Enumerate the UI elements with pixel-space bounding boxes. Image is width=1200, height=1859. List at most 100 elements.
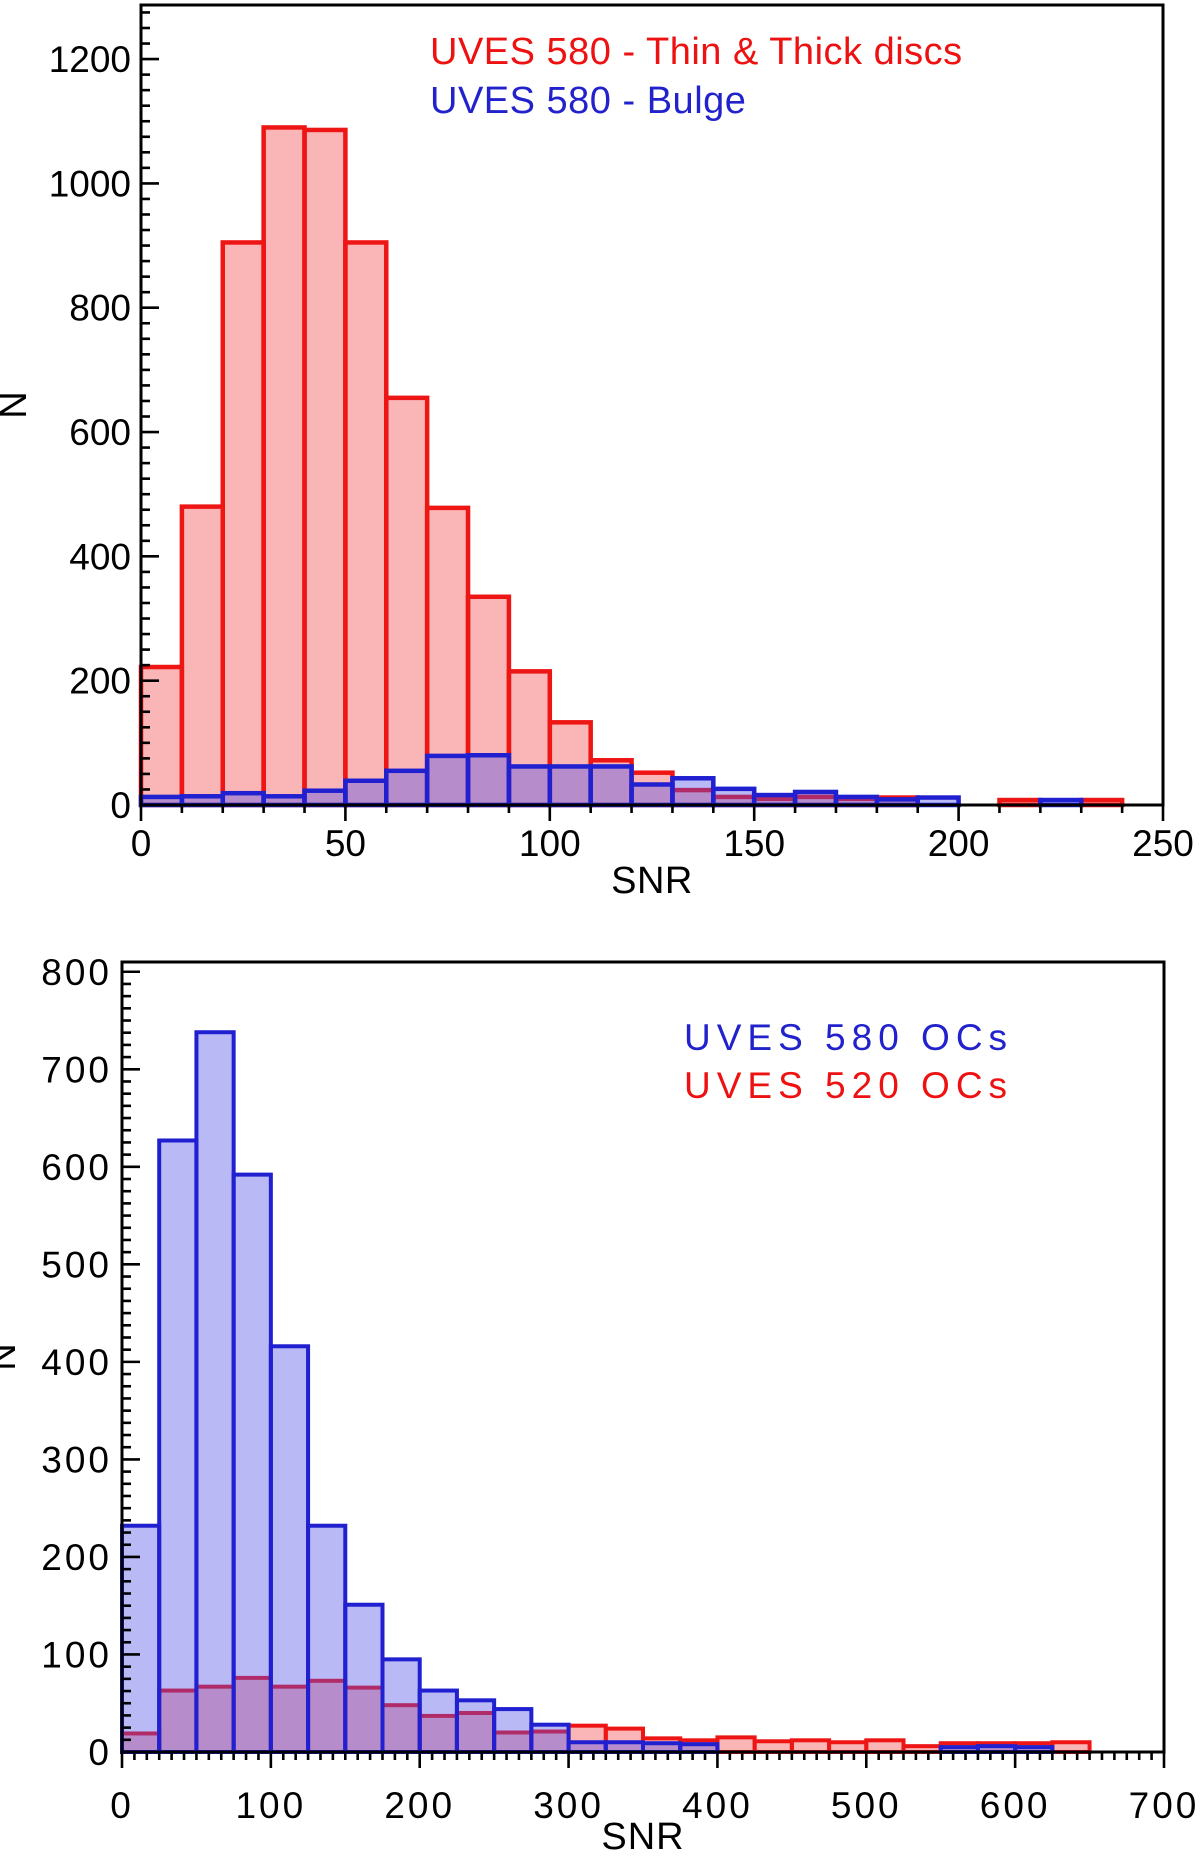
histogram-bin (456, 1700, 495, 1752)
histogram-bin (829, 1742, 867, 1752)
x-tick-label: 0 (131, 823, 152, 864)
histogram-bin (345, 242, 387, 806)
y-tick-label: 800 (69, 288, 131, 329)
x-tick-label: 400 (682, 1785, 753, 1826)
histogram-bin (568, 1742, 606, 1752)
histogram-bin (122, 1733, 160, 1752)
histogram-bin (1052, 1742, 1090, 1752)
histogram-bin (468, 596, 509, 805)
histogram-bin (122, 1525, 160, 1752)
histogram-bin (754, 1741, 792, 1752)
histogram-bin (263, 127, 305, 805)
x-tick-label: 250 (1132, 823, 1194, 864)
histogram-bin (508, 766, 550, 805)
legend-entry: UVES 580 OCs (684, 1017, 1013, 1058)
histogram-bin (866, 1740, 904, 1752)
histogram-bin (181, 796, 223, 805)
histogram-bin (270, 1346, 309, 1752)
histogram-bin (795, 796, 836, 805)
histogram-bin (903, 1746, 941, 1752)
histogram-bin (386, 770, 428, 805)
y-tick-label: 400 (41, 1342, 112, 1383)
histogram-bin (1081, 800, 1123, 805)
histogram-bin (531, 1731, 569, 1752)
series-red-bars (138, 125, 1125, 808)
histogram-bin (263, 796, 305, 805)
histogram-bin (1040, 800, 1082, 805)
x-axis-title: SNR (611, 860, 693, 902)
y-tick-label: 200 (69, 661, 131, 702)
histogram-bin (345, 780, 387, 805)
y-tick-label: 400 (69, 536, 131, 577)
histogram-bin (141, 667, 182, 805)
histogram-bin (643, 1743, 681, 1752)
y-tick-label: 0 (110, 785, 131, 826)
histogram-bin (304, 790, 346, 805)
histogram-bin (233, 1677, 271, 1752)
histogram-bin (672, 790, 714, 805)
legend-entry: UVES 520 OCs (684, 1065, 1013, 1106)
histogram-bin (631, 772, 673, 805)
histogram-bin (605, 1742, 643, 1752)
histogram-bin (835, 796, 877, 805)
x-tick-label: 100 (235, 1785, 306, 1826)
y-tick-label: 300 (41, 1439, 112, 1480)
histogram-bin (456, 1712, 495, 1752)
axes-frame (139, 3, 1165, 807)
y-tick-label: 600 (41, 1147, 112, 1188)
y-tick-label: 800 (41, 952, 112, 993)
histogram-bin (508, 671, 550, 805)
histogram-bin (222, 793, 264, 805)
histogram-bin (876, 799, 918, 805)
top-legend: UVES 580 - Thin & Thick discs UVES 580 - … (430, 31, 963, 122)
y-axis-ticks (122, 970, 140, 1754)
x-tick-label: 100 (519, 823, 581, 864)
bottom-histogram-panel: 0 100 200 300 400 500 600 700 0 100 200 300 400 500 60… (0, 952, 1200, 1858)
top-histogram-panel: 0 50 100 150 200 250 0 200 400 600 800 1000 1200 SNR N… (0, 3, 1194, 902)
histogram-bin (680, 1744, 718, 1752)
x-tick-label: 600 (980, 1785, 1051, 1826)
x-tick-label: 200 (384, 1785, 455, 1826)
histogram-bin (549, 722, 591, 805)
y-tick-label: 700 (41, 1049, 112, 1090)
histogram-bin (672, 778, 714, 805)
histogram-bin (754, 798, 796, 805)
histogram-bin (1015, 1747, 1053, 1752)
histogram-bin (494, 1709, 532, 1752)
histogram-bin (308, 1525, 346, 1752)
legend-entry: UVES 580 - Thin & Thick discs (430, 31, 963, 73)
histogram-bin (427, 755, 469, 805)
histogram-bin (159, 1690, 197, 1752)
y-axis-title: N (0, 391, 35, 418)
histogram-bin (419, 1715, 457, 1752)
histogram-bin (196, 1686, 234, 1752)
bottom-legend: UVES 580 OCs UVES 520 OCs (684, 1017, 1013, 1106)
histogram-bin (940, 1747, 978, 1752)
histogram-bin (468, 755, 509, 805)
x-axis-title: SNR (601, 1816, 684, 1854)
histogram-bin (977, 1746, 1016, 1752)
histogram-bin (382, 1705, 420, 1752)
y-tick-label: 1000 (49, 163, 131, 204)
histogram-bin (549, 766, 591, 805)
histogram-bin (141, 796, 182, 805)
x-tick-label: 700 (1129, 1785, 1200, 1826)
histogram-bin (308, 1680, 346, 1752)
x-tick-label: 50 (325, 823, 366, 864)
histogram-bin (754, 795, 796, 805)
histogram-bin (531, 1724, 569, 1752)
histogram-bin (713, 796, 755, 805)
y-tick-label: 100 (41, 1634, 112, 1675)
histogram-bin (917, 797, 959, 805)
histogram-bin (795, 791, 836, 805)
y-tick-label: 0 (88, 1732, 112, 1773)
x-tick-label: 0 (110, 1785, 134, 1826)
histogram-bin (304, 129, 346, 806)
y-tick-label: 1200 (49, 39, 131, 80)
histogram-bin (791, 1740, 830, 1752)
histogram-bin (159, 1140, 197, 1752)
histogram-bin (222, 242, 264, 806)
histogram-bin (270, 1686, 309, 1752)
